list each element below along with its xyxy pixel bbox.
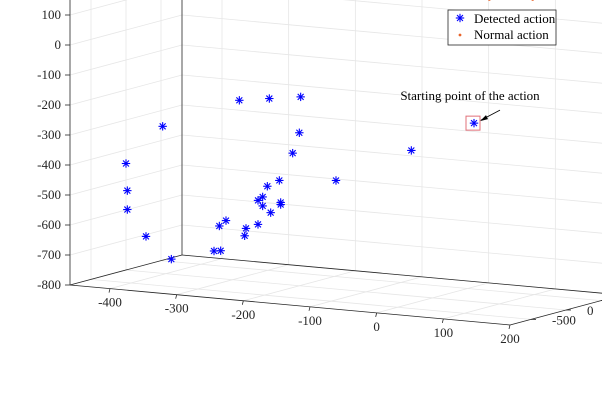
detected-action-point [258, 201, 267, 211]
x-tick-label: -200 [231, 307, 255, 322]
z-axis-ticks: 100 0 -100 -200 -300 -400 -500 -600 -700 -800 [37, 7, 70, 292]
annotation-label: Starting point of the action [400, 88, 540, 103]
detected-action-point [407, 146, 416, 155]
detected-action-point [209, 246, 219, 256]
detected-action-point [158, 122, 167, 131]
detected-action-point [265, 94, 274, 103]
detected-action-point [288, 148, 297, 158]
detected-action-point [469, 118, 479, 128]
detected-action-point [123, 205, 132, 214]
legend-dot-icon [458, 33, 462, 37]
detected-action-point [215, 221, 224, 231]
detected-action-point [216, 246, 225, 255]
y-tick-label: -500 [552, 312, 576, 327]
annotation-arrowhead [480, 115, 488, 122]
normal-action-point [531, 0, 534, 1]
z-tick-label: -200 [37, 97, 61, 112]
detected-action-point [123, 186, 132, 195]
detected-action-point [241, 224, 251, 233]
legend-box [447, 9, 557, 46]
detected-action-point [263, 182, 272, 191]
x-tick-label: -100 [298, 313, 322, 328]
detected-action-point [276, 198, 285, 207]
detected-action-point [240, 231, 249, 240]
legend-asterisk-icon [455, 13, 465, 23]
x-tick-label: -300 [165, 301, 189, 316]
z-tick-label: 100 [42, 7, 62, 22]
legend-marker-normal [458, 33, 462, 37]
detected-action-point [121, 159, 131, 168]
detected-action-point [295, 128, 304, 137]
y-axis-ticks: 5000-500 [531, 300, 602, 327]
detected-action-point [296, 92, 305, 102]
detected-action-point [253, 220, 263, 229]
z-tick-label: -600 [37, 217, 61, 232]
normal-action-point [488, 0, 491, 1]
detected-action-point [331, 176, 341, 185]
grid-lines [69, 0, 602, 326]
detected-action-point [253, 196, 263, 205]
x-tick-label: -400 [98, 295, 122, 310]
z-tick-label: -700 [37, 247, 61, 262]
z-tick-label: -500 [37, 187, 61, 202]
legend-label-normal: Normal action [474, 27, 549, 42]
legend-label-detected: Detected action [474, 11, 556, 26]
z-tick-label: -400 [37, 157, 61, 172]
detected-action-point [167, 254, 176, 264]
detected-action-point [235, 96, 244, 105]
starting-point-box [465, 115, 481, 131]
y-tick-label: 0 [587, 303, 594, 318]
detected-action-point [258, 192, 267, 202]
x-tick-label: 0 [373, 319, 380, 334]
legend: Detected action Normal action [447, 9, 557, 46]
z-tick-label: 0 [55, 37, 62, 52]
detected-action-point [221, 216, 231, 225]
detected-action-point [266, 208, 275, 217]
data-points [121, 0, 534, 264]
detected-action-point [275, 176, 284, 185]
x-axis-ticks: -400 -300 -200 -100 0 100 200 [98, 288, 520, 346]
annotation: Starting point of the action [400, 88, 540, 131]
z-tick-label: -800 [37, 277, 61, 292]
x-tick-label: 100 [434, 325, 454, 340]
x-tick-label: 200 [500, 331, 520, 346]
legend-marker-detected [455, 13, 465, 23]
detected-action-point [141, 232, 151, 241]
z-tick-label: -300 [37, 127, 61, 142]
z-tick-label: -100 [37, 67, 61, 82]
